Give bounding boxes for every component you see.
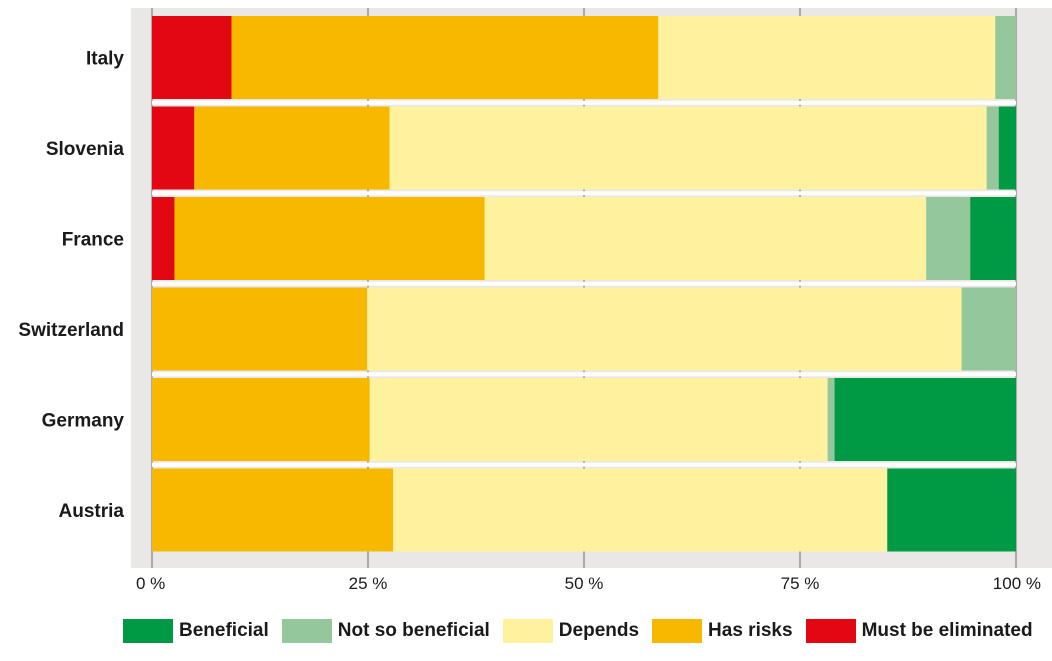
legend-label: Must be eliminated [861, 620, 1033, 641]
chart-legend: Beneficial Not so beneficial Depends Has ri… [123, 601, 1052, 661]
legend-item: Beneficial [123, 619, 269, 643]
bar-segment [484, 197, 927, 280]
bar-segment [152, 287, 368, 371]
bar-segment [152, 197, 175, 280]
category-label: Switzerland [18, 320, 124, 341]
category-label: Italy [86, 49, 124, 70]
legend-item: Depends [502, 619, 640, 643]
legend-item: Has risks [652, 619, 793, 643]
legend-swatch [502, 619, 553, 643]
bar-segment [152, 16, 232, 99]
category-label: Slovenia [46, 139, 125, 160]
legend-swatch [805, 619, 856, 643]
x-tick-label: 50 % [565, 574, 604, 593]
bar-segment [393, 468, 888, 552]
legend-label: Beneficial [179, 620, 269, 641]
x-tick-label: 100 % [993, 574, 1041, 593]
bar-segment [926, 197, 971, 280]
bar-segment [152, 106, 195, 190]
legend-label: Not so beneficial [337, 620, 490, 641]
bar-segment [834, 378, 1016, 461]
legend-label: Has risks [708, 620, 793, 641]
category-label: Germany [42, 411, 125, 432]
bar-segment [194, 106, 390, 190]
bar-segment [174, 197, 485, 280]
category-label: Austria [59, 501, 125, 522]
bar-segment [231, 16, 659, 99]
category-label: France [62, 230, 124, 251]
bar-segment [986, 106, 999, 190]
bar-segment [152, 468, 394, 552]
bar-segment [827, 378, 835, 461]
x-tick-label: 0 % [136, 574, 165, 593]
legend-swatch [123, 619, 173, 643]
legend-label: Depends [558, 620, 640, 641]
bar-segment [369, 378, 828, 461]
x-tick-label: 25 % [349, 574, 388, 593]
legend-swatch [281, 619, 332, 643]
bar-segment [389, 106, 987, 190]
bar-segment [998, 106, 1016, 190]
legend-swatch [652, 619, 703, 643]
x-tick-label: 75 % [781, 574, 820, 593]
legend-item: Not so beneficial [281, 619, 490, 643]
legend-item: Must be eliminated [805, 619, 1033, 643]
bar-segment [961, 287, 1016, 371]
bar-segment [367, 287, 962, 371]
bar-segment [970, 197, 1016, 280]
bar-segment [152, 378, 370, 461]
bar-segment [658, 16, 996, 99]
bar-segment [887, 468, 1016, 552]
bar-segment [995, 16, 1016, 99]
